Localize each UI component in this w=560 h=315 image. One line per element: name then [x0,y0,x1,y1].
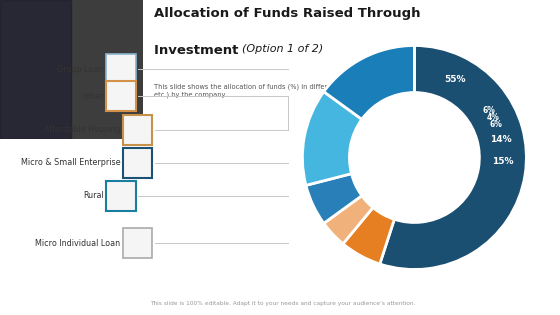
Text: 6%: 6% [490,120,503,129]
Text: Rural: Rural [83,192,104,200]
Text: 14%: 14% [490,135,512,144]
Text: Affordable Housing: Affordable Housing [44,125,120,134]
FancyBboxPatch shape [106,54,136,84]
Text: Group Loan: Group Loan [57,65,104,74]
Text: Allocation of Funds Raised Through: Allocation of Funds Raised Through [154,7,420,20]
Text: 4%: 4% [487,113,500,122]
Wedge shape [324,45,414,119]
Text: 55%: 55% [445,75,466,83]
Wedge shape [380,45,526,270]
Text: 15%: 15% [492,157,514,166]
Text: Micro & Small Enterprise: Micro & Small Enterprise [21,158,120,167]
Wedge shape [324,196,373,244]
FancyBboxPatch shape [106,181,136,211]
FancyBboxPatch shape [106,81,136,111]
Wedge shape [306,174,362,223]
Text: This slide is 100% editable. Adapt it to your needs and capture your audience’s : This slide is 100% editable. Adapt it to… [150,301,416,306]
FancyBboxPatch shape [123,115,152,145]
FancyBboxPatch shape [123,148,152,178]
Wedge shape [302,92,362,185]
Circle shape [349,93,479,222]
Text: Investment: Investment [154,44,243,57]
Text: 6%: 6% [483,106,496,115]
Wedge shape [343,208,394,264]
Text: Micro Individual Loan: Micro Individual Loan [35,239,120,248]
Text: This slide shows the allocation of funds (%) in different areas (Group Loan, Mic: This slide shows the allocation of funds… [154,83,498,98]
Bar [0,0,72,139]
Text: (Option 1 of 2): (Option 1 of 2) [242,44,323,54]
Text: other: other [82,92,104,100]
FancyBboxPatch shape [123,228,152,258]
